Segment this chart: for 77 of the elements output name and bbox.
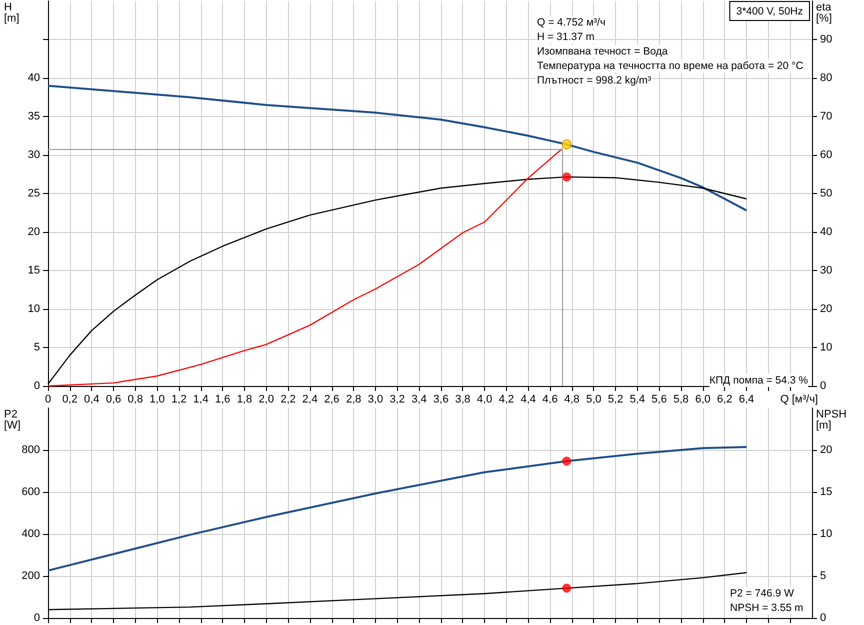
x-tick-label: 3,4 [411, 394, 427, 406]
y-axis-title: H [m] [4, 2, 20, 24]
x-tick-label: 0 [44, 394, 52, 406]
y2-tick-label: 60 [820, 149, 832, 161]
x-tick-label: 4,0 [476, 394, 492, 406]
x-tick-label: 2,0 [258, 394, 274, 406]
y-tick-label: 20 [28, 226, 40, 238]
y2-tick-label: 0 [820, 380, 826, 392]
x-tick-label: 1,4 [193, 394, 208, 406]
x-tick-label: 2,4 [302, 394, 318, 406]
x-tick-label: 5,4 [630, 394, 646, 406]
x-tick-label: 5,0 [586, 394, 602, 406]
y2-tick-label: 10 [820, 528, 832, 540]
x-tick-label: 6,2 [717, 394, 732, 406]
x-tick-label: 1,6 [214, 394, 230, 406]
y-tick-label: 0 [34, 612, 40, 624]
y-axis-title: P2 [W] [4, 408, 20, 432]
y2-tick-label: 5 [820, 570, 826, 582]
x-tick-label: 4,4 [520, 394, 536, 406]
x-tick-label: 5,8 [673, 394, 689, 406]
y-tick-label: 5 [34, 342, 40, 354]
y2-tick-label: 70 [820, 110, 832, 122]
x-tick-label: 2,8 [346, 394, 362, 406]
y2-tick-label: 20 [820, 303, 832, 315]
y2-tick-label: 10 [820, 342, 832, 354]
y2-tick-label: 0 [820, 612, 826, 624]
x-tick-label: 5,6 [652, 394, 667, 406]
x-tick-label: 0,6 [106, 394, 122, 406]
x-tick-label: 3,6 [433, 394, 449, 406]
y2-tick-label: 50 [820, 188, 832, 200]
annotation: P2 = 746.9 W [730, 588, 794, 600]
annotation: Температура на течността по време на работа = 20 °C [537, 60, 804, 72]
x-tick-label: 2,2 [280, 394, 296, 406]
y-tick-label: 200 [22, 570, 40, 582]
x-tick-label: 1,8 [236, 394, 252, 406]
x-tick-label: 4,6 [542, 394, 558, 406]
annotation: H = 31.37 m [537, 31, 595, 43]
annotation: Плътност = 998.2 kg/m³ [537, 74, 652, 86]
x-tick-label: 3,8 [455, 394, 470, 406]
y2-tick-label: 80 [820, 72, 832, 84]
x-tick-label: 6,4 [738, 394, 754, 406]
line-series [47, 446, 748, 572]
y-tick-label: 40 [28, 72, 40, 84]
x-tick-label: 5,2 [608, 394, 624, 406]
x-tick-label: 1,2 [171, 394, 187, 406]
y2-tick-label: 40 [820, 226, 832, 238]
x-axis-title: Q [м³/ч] [780, 394, 818, 406]
x-tick-label: 2,6 [324, 394, 340, 406]
x-tick-label: 6,0 [695, 394, 711, 406]
annotation: 3*400 V, 50Hz [736, 6, 803, 18]
x-tick-label: 4,2 [498, 394, 514, 406]
x-tick-label: 0,8 [128, 394, 143, 406]
y-tick-label: 800 [22, 444, 40, 456]
annotation: Изомпвана течност = Вода [537, 46, 668, 58]
x-tick-label: 4,8 [564, 394, 580, 406]
y-tick-label: 35 [28, 110, 40, 122]
x-tick-label: 1,0 [149, 394, 165, 406]
annotation: NPSH = 3.55 m [730, 602, 804, 614]
annotation: КПД помпа = 54.3 % [709, 374, 808, 386]
annotation: Q = 4.752 м³/ч [537, 16, 606, 28]
y2-axis-title: NPSH [m] [816, 408, 847, 432]
y-tick-label: 600 [22, 486, 40, 498]
x-tick-label: 3,0 [368, 394, 384, 406]
x-tick-label: 3,2 [390, 394, 405, 406]
y-tick-label: 15 [28, 264, 40, 276]
x-tick-label: 0,2 [62, 394, 78, 406]
y2-axis-title: eta [%] [816, 2, 832, 24]
y-tick-label: 10 [28, 303, 40, 315]
y2-tick-label: 90 [820, 34, 832, 46]
x-tick-label: 0,4 [84, 394, 100, 406]
y2-tick-label: 30 [820, 264, 832, 276]
y-tick-label: 0 [34, 380, 40, 392]
y-tick-label: 30 [28, 149, 40, 161]
y-tick-label: 25 [28, 188, 40, 200]
y2-tick-label: 15 [820, 486, 832, 498]
y2-tick-label: 20 [820, 444, 832, 456]
y-tick-label: 400 [22, 528, 40, 540]
